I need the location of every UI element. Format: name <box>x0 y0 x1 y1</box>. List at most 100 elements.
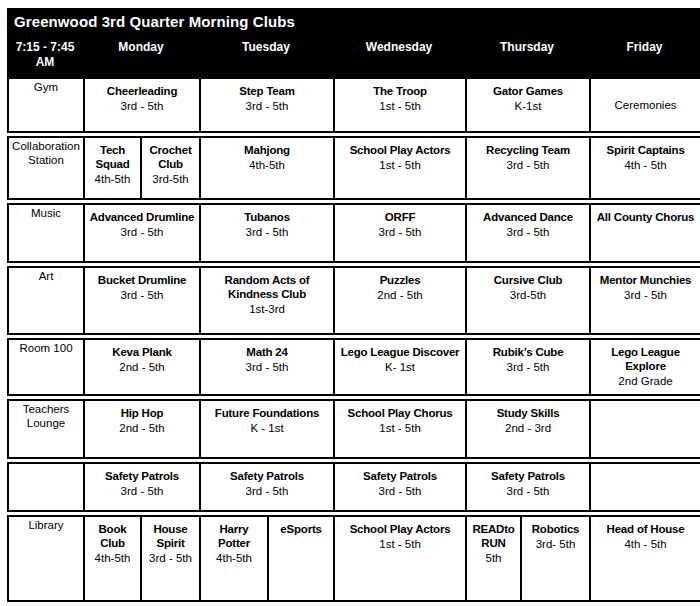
club-cell: All County Chorus <box>589 203 700 263</box>
club-name: Cheerleading <box>86 84 198 98</box>
schedule-row: Safety Patrols3rd - 5thSafety Patrols3rd… <box>7 462 700 512</box>
club-name: Book Club <box>86 522 139 550</box>
club-cell: The Troop1st - 5th <box>333 77 465 133</box>
club-grade-range: 2nd - 3rd <box>468 421 588 435</box>
club-grade-range: 3rd - 5th <box>468 158 588 172</box>
club-name: School Play Actors <box>336 143 464 157</box>
club-grade-range: 2nd - 5th <box>336 288 464 302</box>
day-header-row: 7:15 - 7:45 AM MondayTuesdayWednesdayThu… <box>7 40 700 70</box>
club-grade-range: 3rd - 5th <box>336 225 464 239</box>
club-name: Tech Squad <box>86 143 139 171</box>
empty-room-cell <box>7 462 83 512</box>
club-name: Step Team <box>202 84 332 98</box>
club-name: Rubik’s Cube <box>468 345 588 359</box>
club-grade-range: 4th-5th <box>86 172 139 186</box>
club-grade-range: 3rd - 5th <box>202 484 332 498</box>
club-cell: Future FoundationsK - 1st <box>199 399 333 459</box>
club-name: Safety Patrols <box>336 469 464 483</box>
club-cell: Spirit Captains4th - 5th <box>589 136 700 200</box>
club-cell: Safety Patrols3rd - 5th <box>333 462 465 512</box>
club-name: Lego League Explore <box>592 345 699 373</box>
club-name: Safety Patrols <box>86 469 198 483</box>
club-grade-range: 2nd - 5th <box>86 421 198 435</box>
club-grade-range: K- 1st <box>336 360 464 374</box>
club-grade-range: 3rd- 5th <box>523 537 588 551</box>
club-grade-range: 1st - 5th <box>336 99 464 113</box>
club-cell: Harry Potter4th-5th <box>199 515 267 602</box>
club-grade-range: 3rd - 5th <box>86 288 198 302</box>
club-name: School Play Actors <box>336 522 464 536</box>
club-name: Cursive Club <box>468 273 588 287</box>
club-name: Tubanos <box>202 210 332 224</box>
club-cell: Safety Patrols3rd - 5th <box>465 462 589 512</box>
club-grade-range: 3rd-5th <box>468 288 588 302</box>
room-cell: Teachers Lounge <box>7 399 83 459</box>
schedule-row: Collaboration StationTech Squad4th-5thCr… <box>7 136 700 200</box>
day-header-wednesday: Wednesday <box>333 40 465 55</box>
club-cell: Recycling Team3rd - 5th <box>465 136 589 200</box>
club-cell: Study Skills2nd - 3rd <box>465 399 589 459</box>
club-cell: Book Club4th-5th <box>83 515 140 602</box>
room-cell: Music <box>7 203 83 263</box>
club-name: Lego League Discover <box>336 345 464 359</box>
empty-cell <box>589 399 700 459</box>
schedule-sheet: Greenwood 3rd Quarter Morning Clubs 7:15… <box>7 8 700 605</box>
club-cell: Mahjong4th-5th <box>199 136 333 200</box>
club-cell: Safety Patrols3rd - 5th <box>83 462 199 512</box>
club-grade-range: 5th <box>468 551 519 565</box>
club-cell: Puzzles2nd - 5th <box>333 266 465 335</box>
club-cell: School Play Actors1st - 5th <box>333 136 465 200</box>
club-name: Harry Potter <box>202 522 266 550</box>
room-cell: Art <box>7 266 83 335</box>
club-cell: Head of House4th - 5th <box>589 515 700 602</box>
club-grade-range: 3rd - 5th <box>468 225 588 239</box>
day-header-monday: Monday <box>83 40 199 55</box>
club-cell: Gator GamesK-1st <box>465 77 589 133</box>
club-name: Ceremonies <box>592 98 699 112</box>
club-name: Spirit Captains <box>592 143 699 157</box>
club-name: Advanced Dance <box>468 210 588 224</box>
club-name: Study Skills <box>468 406 588 420</box>
club-grade-range: 3rd - 5th <box>202 99 332 113</box>
club-cell: School Play Actors1st - 5th <box>333 515 465 602</box>
room-cell: Gym <box>7 77 83 133</box>
club-grade-range: 3rd - 5th <box>202 360 332 374</box>
club-cell: Advanced Drumline3rd - 5th <box>83 203 199 263</box>
club-grade-range: 3rd - 5th <box>468 484 588 498</box>
club-name: All County Chorus <box>592 210 699 224</box>
club-grade-range: 2nd - 5th <box>86 360 198 374</box>
club-cell: Safety Patrols3rd - 5th <box>199 462 333 512</box>
club-cell: Keva Plank2nd - 5th <box>83 338 199 396</box>
time-header: 7:15 - 7:45 AM <box>7 40 83 70</box>
club-grade-range: 2nd Grade <box>592 374 699 388</box>
club-cell: Ceremonies <box>589 77 700 133</box>
club-grade-range: K - 1st <box>202 421 332 435</box>
room-cell: Library <box>7 515 83 602</box>
club-cell: Step Team3rd - 5th <box>199 77 333 133</box>
schedule-header-band: Greenwood 3rd Quarter Morning Clubs 7:15… <box>7 8 700 77</box>
club-grade-range: 3rd - 5th <box>592 288 699 302</box>
club-cell: Mentor Munchies3rd - 5th <box>589 266 700 335</box>
room-cell: Room 100 <box>7 338 83 396</box>
club-cell: READto RUN5th <box>465 515 520 602</box>
day-header-friday: Friday <box>589 40 700 55</box>
club-grade-range: 3rd - 5th <box>468 360 588 374</box>
room-cell: Collaboration Station <box>7 136 83 200</box>
club-cell: Rubik’s Cube3rd - 5th <box>465 338 589 396</box>
club-cell: Tubanos3rd - 5th <box>199 203 333 263</box>
club-cell: Hip Hop2nd - 5th <box>83 399 199 459</box>
club-grade-range: 4th - 5th <box>592 158 699 172</box>
club-cell: Robotics3rd- 5th <box>520 515 589 602</box>
club-name: Keva Plank <box>86 345 198 359</box>
club-name: Mahjong <box>202 143 332 157</box>
schedule-row: LibraryBook Club4th-5thHouse Spirit3rd -… <box>7 515 700 602</box>
day-header-tuesday: Tuesday <box>199 40 333 55</box>
schedule-row: MusicAdvanced Drumline3rd - 5thTubanos3r… <box>7 203 700 263</box>
club-name: Bucket Drumline <box>86 273 198 287</box>
club-cell: Cursive Club3rd-5th <box>465 266 589 335</box>
club-name: Advanced Drumline <box>86 210 198 224</box>
club-cell: Crochet Club3rd-5th <box>140 136 199 200</box>
club-grade-range: 3rd - 5th <box>336 484 464 498</box>
schedule-row: ArtBucket Drumline3rd - 5thRandom Acts o… <box>7 266 700 335</box>
club-grade-range: 4th-5th <box>202 158 332 172</box>
